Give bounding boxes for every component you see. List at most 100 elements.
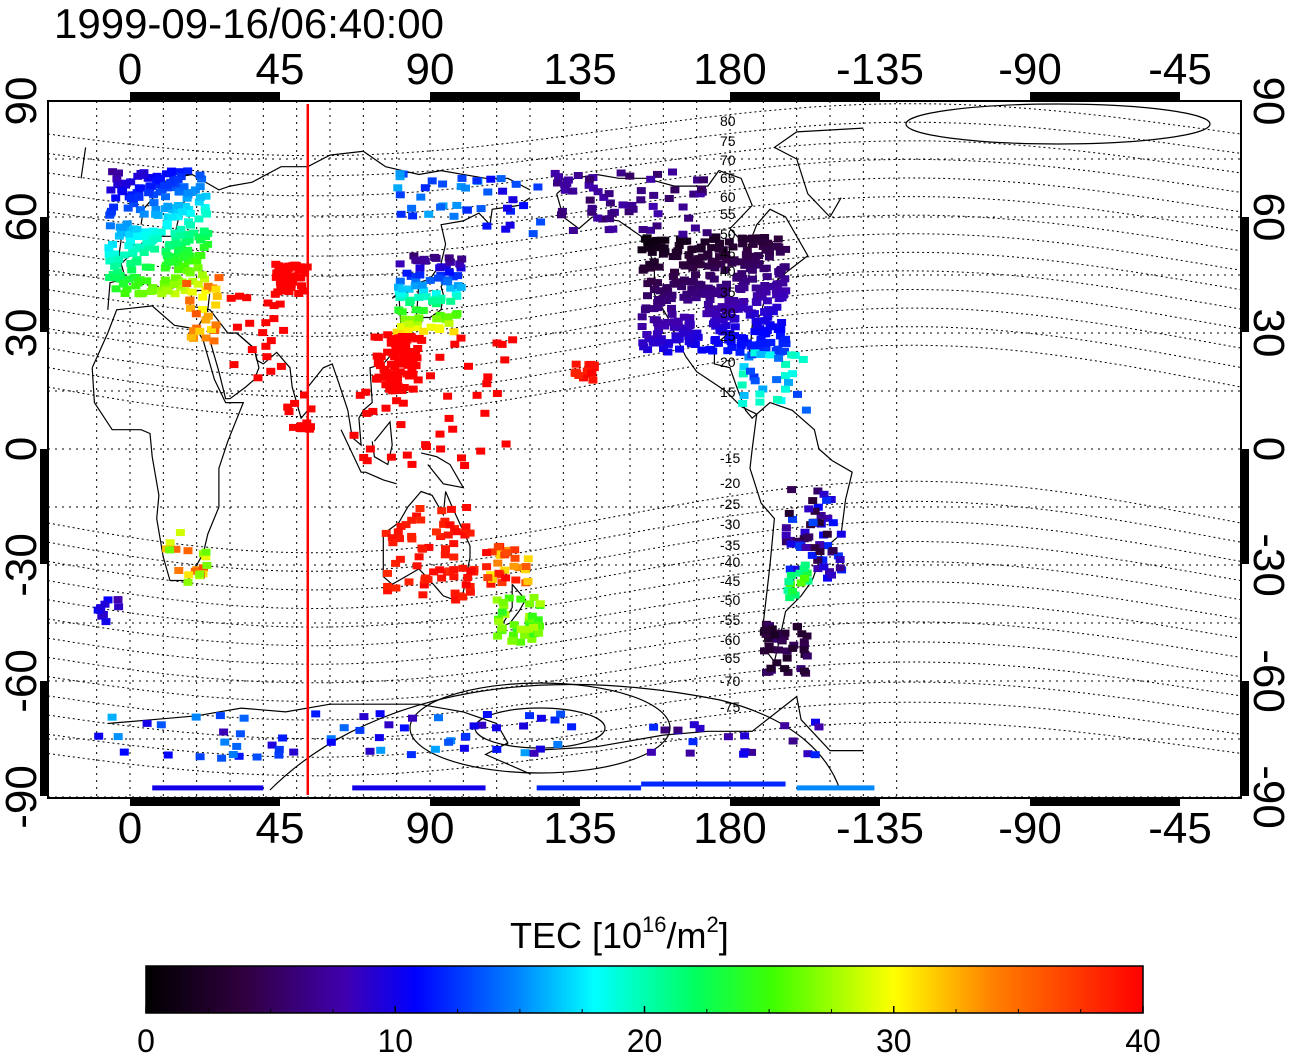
contour-label: 70: [720, 152, 736, 168]
tec-point: [662, 284, 672, 292]
tec-point: [659, 345, 668, 353]
tec-point: [765, 351, 775, 359]
tec-point: [278, 734, 288, 742]
tec-point: [361, 388, 371, 396]
tec-point: [395, 191, 405, 199]
tec-point: [300, 391, 309, 399]
tec-point: [192, 257, 202, 265]
tec-point: [519, 202, 529, 210]
tec-point: [124, 242, 134, 250]
tec-point: [643, 237, 653, 245]
tec-point: [713, 339, 723, 347]
tec-point: [643, 241, 653, 249]
tec-point: [782, 654, 792, 662]
tec-point: [422, 443, 431, 450]
tec-point: [101, 618, 111, 626]
tec-point: [418, 591, 428, 599]
tec-point: [710, 258, 720, 266]
tec-point: [175, 168, 185, 176]
tec-point: [274, 266, 284, 274]
tec-point: [105, 257, 115, 265]
tec-point: [392, 328, 402, 336]
tec-point: [162, 181, 172, 189]
tec-point: [207, 326, 216, 333]
tec-band: [536, 785, 642, 791]
tec-point: [186, 221, 195, 229]
tec-point: [386, 335, 396, 343]
tec-point: [493, 543, 503, 551]
tec-point: [161, 193, 170, 201]
tec-point: [455, 260, 465, 268]
tec-point: [752, 292, 762, 300]
tec-point: [349, 431, 359, 439]
tec-point: [419, 287, 429, 295]
tec-point: [388, 539, 398, 547]
tec-point: [148, 236, 158, 244]
tec-point: [105, 222, 115, 230]
tec-point: [639, 343, 649, 351]
lon-tick-top: 0: [118, 45, 142, 94]
tec-point: [159, 280, 169, 288]
tec-point: [760, 308, 770, 316]
tec-point: [466, 567, 476, 575]
lat-tick-right: -30: [1244, 533, 1292, 597]
tec-point: [418, 307, 428, 314]
tec-point: [393, 382, 403, 390]
tec-point: [663, 287, 673, 295]
tec-point: [195, 171, 205, 179]
latitude-ticks-right: 90 60 30 0 -30 -60 -90: [1244, 77, 1292, 829]
contour-label: -70: [720, 673, 740, 689]
tec-point: [411, 318, 420, 326]
contour-label: -30: [720, 516, 740, 532]
tec-point: [144, 189, 154, 197]
tec-point: [410, 282, 420, 290]
tec-point: [263, 299, 273, 307]
tec-point: [788, 737, 798, 745]
tec-point: [175, 231, 185, 239]
tec-point: [397, 323, 406, 330]
tec-point: [160, 276, 170, 284]
tec-point: [261, 319, 271, 327]
tec-point: [185, 296, 195, 304]
tec-point: [449, 540, 459, 548]
tec-point: [781, 245, 791, 253]
tec-point: [426, 323, 436, 331]
latitude-ticks-left: 90 60 30 0 -30 -60 -90: [0, 77, 46, 829]
tec-point: [487, 575, 497, 583]
tec-point: [180, 251, 189, 259]
tec-point: [721, 283, 731, 291]
tec-point: [679, 313, 689, 321]
tec-point: [688, 738, 698, 746]
tec-point: [396, 210, 406, 218]
tec-point: [766, 338, 776, 346]
tec-point: [443, 313, 453, 321]
tec-point: [618, 201, 628, 209]
tec-point: [527, 612, 537, 620]
tec-point: [389, 370, 399, 378]
tec-point: [145, 182, 155, 190]
tec-point: [807, 551, 817, 559]
tec-point: [749, 373, 759, 381]
tec-point: [828, 547, 838, 555]
lat-tick-left: -30: [0, 533, 46, 597]
tec-point: [690, 224, 700, 232]
tec-point: [524, 617, 534, 625]
tec-point: [781, 372, 790, 380]
tec-point: [198, 293, 208, 301]
contour-label: 40: [720, 263, 736, 279]
tec-point: [737, 270, 747, 278]
tec-point: [295, 263, 305, 271]
tec-point: [726, 335, 736, 343]
tec-point: [300, 269, 310, 277]
tec-point: [126, 178, 136, 186]
tec-point: [269, 315, 279, 323]
contour-label: -45: [720, 573, 740, 589]
tec-point: [525, 712, 534, 720]
tec-point: [781, 538, 791, 546]
tec-point: [395, 368, 405, 376]
tec-point: [751, 317, 761, 325]
contour-label: -60: [720, 632, 740, 648]
tec-point: [757, 293, 767, 301]
tec-point: [703, 301, 713, 308]
tec-point: [157, 290, 167, 298]
